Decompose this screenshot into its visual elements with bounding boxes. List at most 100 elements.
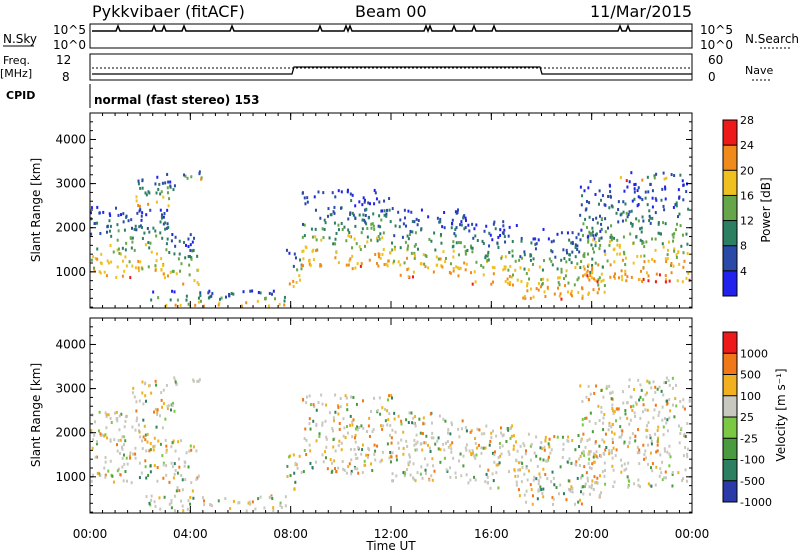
data-cell	[274, 297, 277, 301]
data-cell	[664, 197, 667, 201]
data-cell	[350, 458, 353, 462]
data-cell	[508, 225, 511, 229]
data-cell	[171, 289, 174, 293]
data-cell	[342, 434, 345, 438]
data-cell	[668, 464, 671, 468]
data-cell	[177, 257, 180, 261]
data-cell	[364, 213, 367, 217]
data-cell	[454, 475, 457, 479]
data-cell	[594, 261, 597, 265]
data-cell	[619, 435, 622, 439]
data-cell	[541, 491, 544, 495]
data-cell	[543, 290, 546, 294]
data-cell	[535, 435, 538, 439]
data-cell	[460, 474, 463, 478]
data-cell	[432, 464, 435, 468]
data-cell	[654, 237, 657, 241]
data-cell	[130, 246, 133, 250]
data-cell	[543, 448, 546, 452]
data-cell	[579, 185, 582, 189]
data-cell	[322, 191, 325, 195]
data-cell	[594, 192, 597, 196]
data-cell	[361, 448, 364, 452]
data-cell	[596, 280, 599, 284]
data-cell	[164, 181, 167, 185]
data-cell	[105, 413, 108, 417]
data-cell	[620, 269, 623, 273]
data-cell	[683, 432, 686, 436]
data-cell	[388, 197, 391, 201]
data-cell	[292, 264, 295, 268]
data-cell	[121, 447, 124, 451]
data-cell	[566, 231, 569, 235]
data-cell	[592, 218, 595, 222]
data-cell	[386, 264, 389, 268]
data-cell	[654, 483, 657, 487]
data-cell	[444, 256, 447, 260]
data-cell	[367, 446, 370, 450]
data-cell	[366, 430, 369, 434]
data-cell	[488, 231, 491, 235]
data-cell	[170, 408, 173, 412]
data-cell	[128, 260, 131, 264]
data-cell	[92, 438, 95, 442]
data-cell	[437, 436, 440, 440]
data-cell	[288, 455, 291, 459]
data-cell	[568, 258, 571, 262]
data-cell	[125, 241, 128, 245]
data-cell	[627, 483, 630, 487]
data-cell	[428, 446, 431, 450]
data-cell	[203, 499, 206, 503]
data-cell	[590, 467, 593, 471]
data-cell	[679, 400, 682, 404]
data-cell	[370, 238, 373, 242]
data-cell	[169, 184, 172, 188]
data-cell	[140, 471, 143, 475]
data-cell	[372, 224, 375, 228]
data-cell	[380, 218, 383, 222]
data-cell	[464, 219, 467, 223]
data-cell	[647, 279, 650, 283]
data-cell	[509, 436, 512, 440]
data-cell	[146, 440, 149, 444]
data-cell	[668, 383, 671, 387]
data-cell	[309, 263, 312, 267]
data-cell	[96, 257, 99, 261]
data-cell	[141, 186, 144, 190]
data-cell	[377, 224, 380, 228]
data-cell	[391, 472, 394, 476]
data-cell	[610, 236, 613, 240]
data-cell	[288, 251, 291, 255]
data-cell	[390, 441, 393, 445]
nsearch-label: N.Search	[745, 32, 799, 46]
data-cell	[525, 489, 528, 493]
data-cell	[351, 193, 354, 197]
data-cell	[607, 194, 610, 198]
data-cell	[174, 303, 177, 307]
data-cell	[625, 279, 628, 283]
data-cell	[172, 188, 175, 192]
y-tick-label: 3000	[55, 382, 86, 396]
data-cell	[649, 436, 652, 440]
data-cell	[199, 294, 202, 298]
data-cell	[634, 439, 637, 443]
data-cell	[664, 470, 667, 474]
data-cell	[642, 443, 645, 447]
data-cell	[116, 469, 119, 473]
data-cell	[499, 233, 502, 237]
data-cell	[637, 195, 640, 199]
data-cell	[361, 227, 364, 231]
data-cell	[628, 422, 631, 426]
data-cell	[159, 231, 162, 235]
data-cell	[219, 297, 222, 301]
data-cell	[148, 384, 151, 388]
data-cell	[166, 208, 169, 212]
x-tick-label: 00:00	[73, 527, 108, 541]
data-cell	[587, 452, 590, 456]
data-cell	[578, 445, 581, 449]
data-cell	[644, 393, 647, 397]
data-cell	[99, 232, 102, 236]
data-cell	[339, 396, 342, 400]
data-cell	[518, 468, 521, 472]
data-cell	[642, 398, 645, 402]
